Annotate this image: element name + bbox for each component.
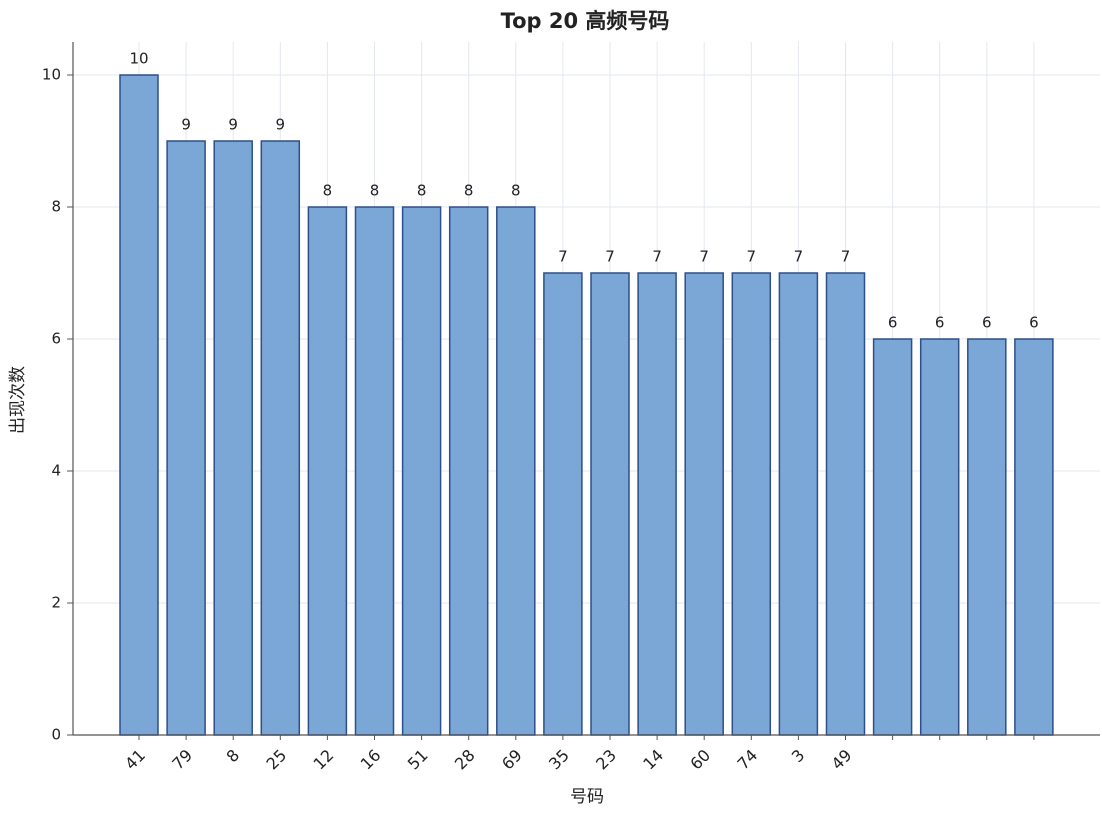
x-tick-label: 8 — [223, 746, 244, 767]
x-tick-label: 49 — [828, 746, 856, 774]
bar — [307, 206, 348, 736]
bar — [354, 206, 395, 736]
y-tick-label: 2 — [51, 594, 61, 612]
bar — [543, 272, 583, 736]
y-axis-label: 出现次数 — [8, 366, 28, 434]
x-tick-label: 25 — [262, 746, 290, 774]
x-tick-label: 3 — [788, 746, 809, 767]
x-tick-label: 69 — [498, 746, 526, 774]
x-axis-label: 号码 — [570, 787, 604, 807]
value-label: 10 — [129, 50, 148, 68]
y-tick-label: 0 — [51, 726, 61, 744]
value-label: 9 — [181, 116, 191, 134]
y-tick-label: 10 — [42, 66, 61, 84]
value-label: 6 — [982, 314, 992, 332]
value-label: 7 — [841, 248, 851, 266]
value-label: 7 — [652, 248, 662, 266]
value-label: 7 — [794, 248, 804, 266]
value-label: 8 — [417, 182, 427, 200]
x-tick-label: 12 — [310, 746, 338, 774]
bar — [919, 338, 960, 736]
bar — [684, 272, 724, 736]
value-label: 8 — [464, 182, 474, 200]
bar — [778, 272, 819, 736]
bar — [119, 74, 159, 736]
value-label: 9 — [276, 116, 286, 134]
y-tick-label: 8 — [51, 198, 61, 216]
bar — [166, 140, 206, 736]
x-tick-label: 16 — [357, 746, 385, 774]
x-tick-label: 14 — [639, 746, 667, 774]
y-tick-label: 4 — [51, 462, 61, 480]
value-label: 6 — [935, 314, 945, 332]
bar — [825, 272, 866, 736]
bar — [731, 272, 772, 736]
bar — [1014, 338, 1054, 736]
value-label: 9 — [228, 116, 238, 134]
bar — [448, 206, 489, 736]
value-label: 6 — [1029, 314, 1039, 332]
value-label: 8 — [511, 182, 521, 200]
x-tick-label: 28 — [451, 746, 479, 774]
bar — [872, 338, 913, 736]
x-tick-label: 23 — [592, 746, 620, 774]
value-label: 8 — [323, 182, 333, 200]
x-tick-label: 74 — [733, 746, 761, 774]
bar — [637, 272, 677, 736]
bar — [260, 140, 301, 736]
value-label: 7 — [747, 248, 757, 266]
x-tick-label: 35 — [545, 746, 573, 774]
value-label: 7 — [699, 248, 709, 266]
x-tick-label: 79 — [168, 746, 196, 774]
value-label: 8 — [370, 182, 380, 200]
bar — [213, 140, 253, 736]
value-label: 7 — [605, 248, 615, 266]
x-tick-label: 41 — [121, 746, 149, 774]
bar — [496, 206, 536, 736]
bar — [590, 272, 630, 736]
chart-title: Top 20 高频号码 — [501, 9, 670, 33]
value-label: 6 — [888, 314, 898, 332]
x-tick-label: 60 — [686, 746, 714, 774]
bar — [967, 338, 1007, 736]
value-label: 7 — [558, 248, 568, 266]
x-tick-label: 51 — [404, 746, 432, 774]
bar — [401, 206, 442, 736]
y-tick-label: 6 — [51, 330, 61, 348]
